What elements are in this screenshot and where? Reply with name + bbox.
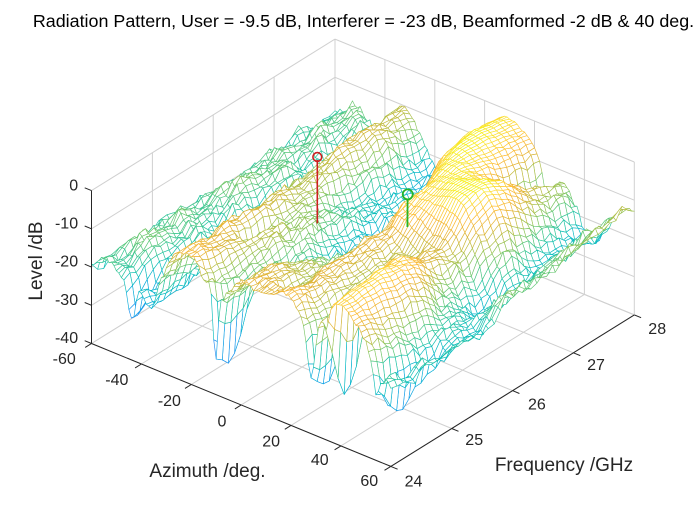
svg-text:Frequency /GHz: Frequency /GHz xyxy=(495,455,633,476)
svg-text:Azimuth /deg.: Azimuth /deg. xyxy=(149,461,265,482)
svg-text:-40: -40 xyxy=(105,372,128,389)
svg-text:-20: -20 xyxy=(158,393,181,410)
svg-text:-30: -30 xyxy=(55,292,78,309)
svg-text:Level /dB: Level /dB xyxy=(26,221,47,300)
svg-text:-40: -40 xyxy=(55,330,78,347)
svg-text:-20: -20 xyxy=(55,254,78,271)
svg-text:-10: -10 xyxy=(55,216,78,233)
svg-text:40: 40 xyxy=(311,452,329,469)
svg-text:25: 25 xyxy=(465,432,483,449)
svg-text:0: 0 xyxy=(218,414,227,431)
svg-text:27: 27 xyxy=(587,357,605,374)
svg-text:60: 60 xyxy=(360,473,378,490)
svg-text:Radiation Pattern, User = -9.5: Radiation Pattern, User = -9.5 dB, Inter… xyxy=(33,11,694,31)
svg-text:24: 24 xyxy=(405,473,423,490)
svg-text:28: 28 xyxy=(648,321,666,338)
svg-text:0: 0 xyxy=(69,177,78,194)
svg-text:26: 26 xyxy=(528,397,546,414)
svg-text:20: 20 xyxy=(262,434,280,451)
svg-text:-60: -60 xyxy=(53,351,76,368)
